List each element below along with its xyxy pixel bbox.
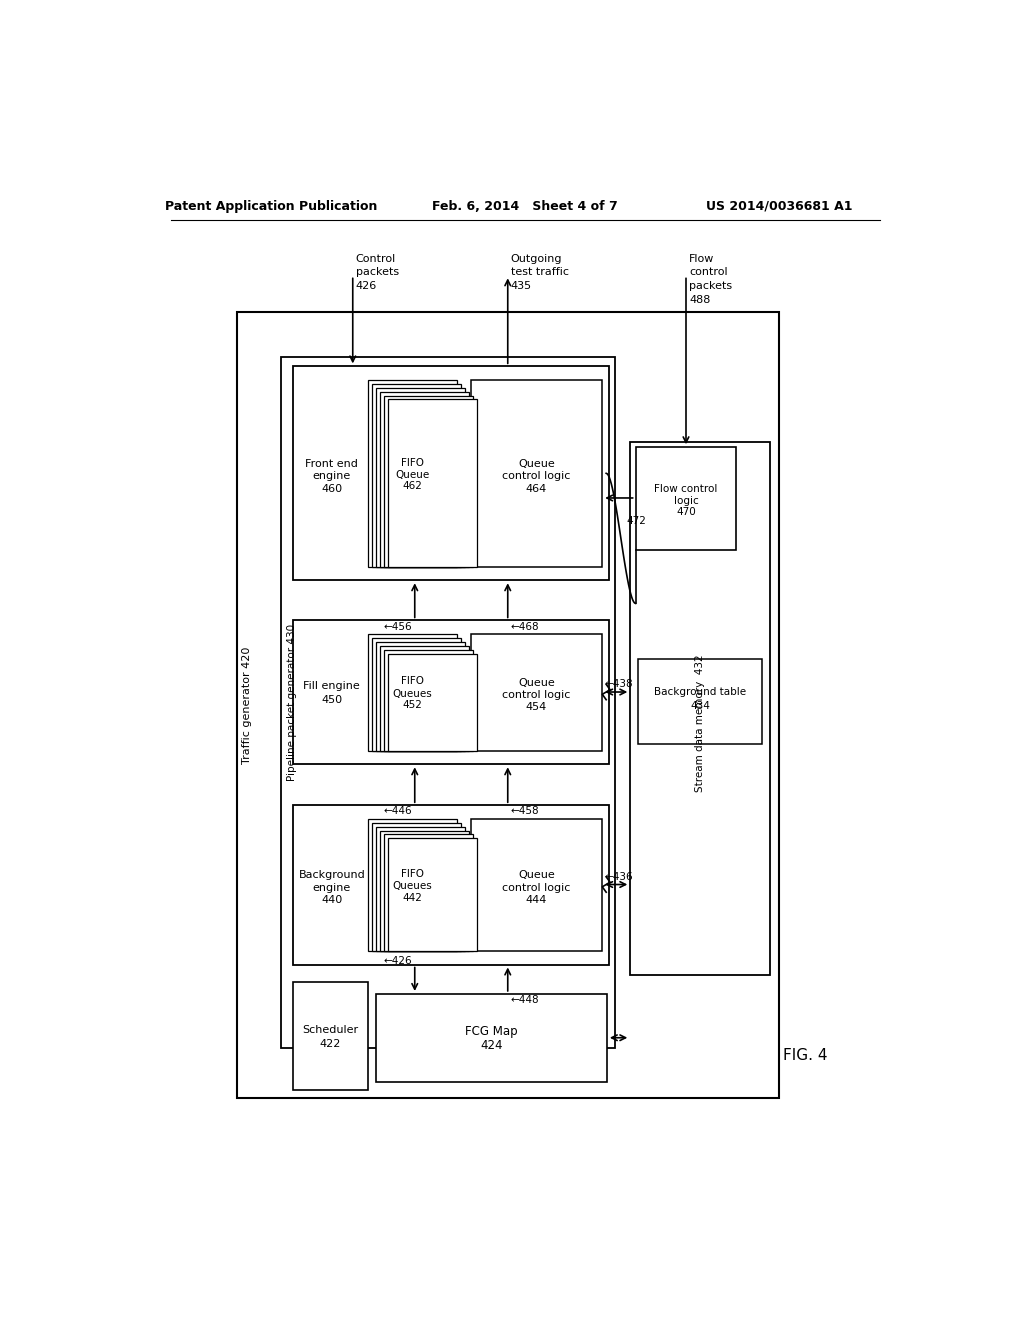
Text: 450: 450 bbox=[322, 694, 342, 705]
Bar bbox=[384, 649, 473, 751]
Text: 440: 440 bbox=[322, 895, 342, 906]
Text: 444: 444 bbox=[525, 895, 547, 906]
Bar bbox=[369, 380, 458, 566]
Text: Queue: Queue bbox=[395, 470, 429, 480]
Text: 462: 462 bbox=[402, 482, 422, 491]
Text: control: control bbox=[689, 268, 728, 277]
Text: Fill engine: Fill engine bbox=[303, 681, 360, 690]
Text: FCG Map: FCG Map bbox=[465, 1026, 518, 1038]
Bar bbox=[384, 396, 473, 566]
Text: Front end: Front end bbox=[305, 459, 358, 469]
Text: Traffic generator 420: Traffic generator 420 bbox=[242, 647, 252, 764]
Text: 442: 442 bbox=[402, 892, 422, 903]
Text: 434: 434 bbox=[690, 701, 710, 711]
Text: Pipeline packet generator 430: Pipeline packet generator 430 bbox=[287, 623, 297, 780]
Text: 435: 435 bbox=[511, 281, 532, 292]
Bar bbox=[372, 638, 461, 751]
Text: 472: 472 bbox=[627, 516, 646, 527]
Text: Patent Application Publication: Patent Application Publication bbox=[165, 199, 378, 213]
Bar bbox=[372, 822, 461, 950]
Text: 464: 464 bbox=[525, 483, 547, 494]
Text: ←436: ←436 bbox=[604, 871, 633, 882]
Text: FIG. 4: FIG. 4 bbox=[783, 1048, 827, 1063]
Text: test traffic: test traffic bbox=[511, 268, 569, 277]
Text: ←468: ←468 bbox=[510, 622, 539, 631]
Text: 424: 424 bbox=[480, 1039, 503, 1052]
Bar bbox=[376, 388, 465, 566]
Text: FIFO: FIFO bbox=[401, 458, 424, 467]
Text: 426: 426 bbox=[356, 281, 377, 292]
Text: control logic: control logic bbox=[502, 690, 570, 700]
Text: Queue: Queue bbox=[518, 459, 555, 469]
Bar bbox=[376, 994, 607, 1082]
Text: Background: Background bbox=[298, 870, 366, 880]
Text: Scheduler: Scheduler bbox=[302, 1026, 358, 1035]
Bar bbox=[376, 826, 465, 950]
Bar bbox=[237, 313, 779, 1098]
Text: 454: 454 bbox=[525, 702, 547, 713]
Text: Control: Control bbox=[356, 253, 396, 264]
Text: FIFO: FIFO bbox=[401, 676, 424, 686]
Text: US 2014/0036681 A1: US 2014/0036681 A1 bbox=[706, 199, 852, 213]
Bar bbox=[384, 834, 473, 950]
Bar bbox=[630, 442, 770, 974]
Text: ←456: ←456 bbox=[384, 622, 413, 631]
Text: Queues: Queues bbox=[392, 689, 432, 698]
Text: engine: engine bbox=[312, 471, 351, 482]
Text: control logic: control logic bbox=[502, 471, 570, 482]
Text: Queue: Queue bbox=[518, 677, 555, 688]
Text: FIFO: FIFO bbox=[401, 869, 424, 879]
Bar bbox=[636, 447, 736, 549]
Text: control logic: control logic bbox=[502, 883, 570, 892]
Bar bbox=[369, 635, 458, 751]
Text: Flow control: Flow control bbox=[654, 483, 718, 494]
Bar bbox=[282, 358, 614, 1048]
Bar bbox=[372, 384, 461, 566]
Bar bbox=[376, 642, 465, 751]
Bar bbox=[293, 982, 369, 1090]
Text: packets: packets bbox=[689, 281, 732, 292]
Bar bbox=[388, 653, 477, 751]
Text: ←448: ←448 bbox=[510, 995, 539, 1005]
Text: ←458: ←458 bbox=[510, 807, 539, 816]
Text: Queues: Queues bbox=[392, 880, 432, 891]
Text: packets: packets bbox=[356, 268, 399, 277]
Bar bbox=[293, 620, 608, 764]
Text: Outgoing: Outgoing bbox=[511, 253, 562, 264]
Text: 422: 422 bbox=[319, 1039, 341, 1049]
Text: 452: 452 bbox=[402, 700, 422, 710]
Text: ←446: ←446 bbox=[384, 807, 413, 816]
Bar bbox=[388, 400, 477, 566]
Bar bbox=[471, 380, 602, 566]
Text: ←438: ←438 bbox=[604, 680, 633, 689]
Bar bbox=[380, 645, 469, 751]
Bar bbox=[293, 805, 608, 965]
Text: Queue: Queue bbox=[518, 870, 555, 880]
Bar bbox=[638, 659, 762, 743]
Text: 460: 460 bbox=[322, 483, 342, 494]
Text: Background table: Background table bbox=[654, 686, 746, 697]
Bar bbox=[380, 392, 469, 566]
Text: Stream data memory  432: Stream data memory 432 bbox=[695, 655, 705, 792]
Text: engine: engine bbox=[312, 883, 351, 892]
Bar bbox=[293, 367, 608, 581]
Text: 488: 488 bbox=[689, 296, 711, 305]
Text: Feb. 6, 2014   Sheet 4 of 7: Feb. 6, 2014 Sheet 4 of 7 bbox=[432, 199, 617, 213]
Bar bbox=[380, 830, 469, 950]
Text: ←426: ←426 bbox=[384, 956, 413, 966]
Text: logic: logic bbox=[674, 496, 698, 506]
Text: 470: 470 bbox=[676, 507, 696, 517]
Bar bbox=[369, 818, 458, 950]
Bar bbox=[388, 838, 477, 950]
Bar bbox=[471, 635, 602, 751]
Text: Flow: Flow bbox=[689, 253, 715, 264]
Bar bbox=[471, 818, 602, 950]
